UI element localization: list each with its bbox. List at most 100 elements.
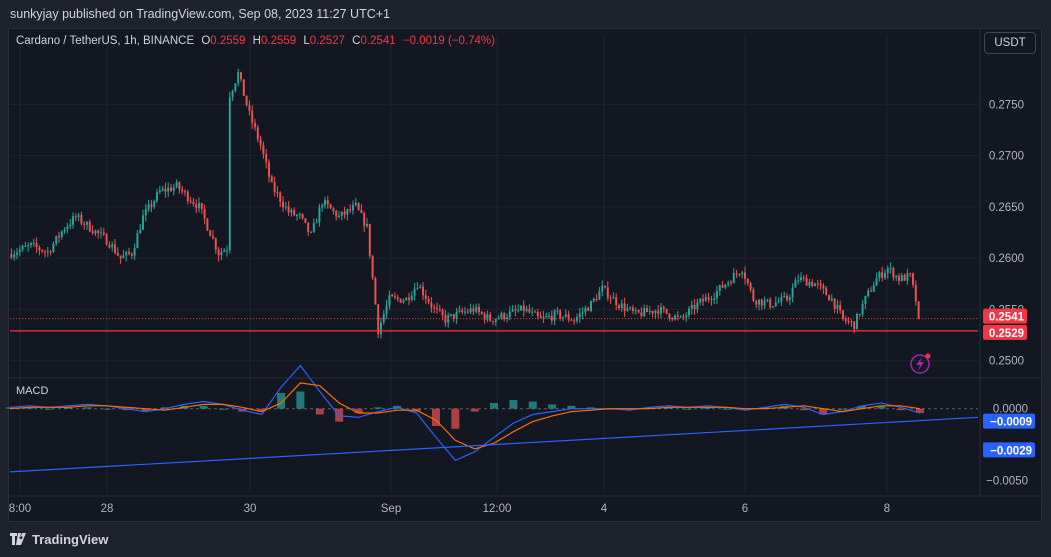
chart-area[interactable] — [8, 28, 1042, 522]
candle-body — [814, 283, 816, 287]
candle-body — [632, 307, 634, 311]
candle-body — [360, 209, 363, 213]
candle-body — [399, 298, 402, 303]
candle-body — [58, 235, 60, 238]
candle-body — [732, 273, 735, 284]
candle-body — [349, 209, 352, 211]
bolt-icon[interactable] — [910, 353, 931, 374]
candle-body — [458, 310, 461, 312]
candle-body — [618, 305, 620, 309]
low-value: 0.2527 — [309, 35, 345, 47]
candle-body — [83, 223, 86, 225]
candle-body — [287, 206, 290, 213]
macd-axis-label: −0.0050 — [986, 476, 1028, 488]
candle-body — [147, 204, 150, 210]
currency-button[interactable]: USDT — [984, 32, 1036, 54]
candle-body — [592, 298, 595, 302]
candle-body — [262, 145, 265, 155]
candle-body — [662, 307, 665, 309]
candle-body — [391, 294, 394, 297]
candle-body — [114, 244, 116, 253]
macd-histogram-bar — [257, 408, 266, 412]
candle-body — [413, 288, 416, 296]
macd-histogram-bar — [528, 401, 537, 409]
macd-histogram-bar — [799, 408, 808, 411]
candle-body — [486, 314, 489, 320]
price-axis-label: 0.2650 — [989, 202, 1024, 214]
footer-brand: TradingView — [32, 532, 109, 547]
candle-body — [382, 314, 385, 323]
candle-body — [475, 307, 478, 312]
candle-body — [559, 310, 562, 319]
candle-body — [758, 299, 760, 305]
macd-histogram-bar — [470, 408, 479, 412]
candle-body — [584, 308, 587, 313]
candle-body — [200, 203, 203, 210]
open-value: 0.2559 — [210, 35, 246, 47]
candle-body — [363, 212, 366, 227]
candle-body — [763, 300, 766, 306]
candle-body — [522, 305, 525, 312]
candle-body — [231, 90, 234, 98]
candle-body — [704, 297, 707, 302]
macd-histogram-bar — [761, 407, 770, 409]
open-label: O — [201, 35, 211, 47]
candle-body — [158, 190, 161, 193]
candle-body — [816, 283, 819, 285]
candle-body — [805, 277, 808, 286]
candle-body — [44, 251, 46, 253]
candle-body — [794, 280, 797, 288]
candle-body — [464, 311, 466, 313]
candle-body — [175, 182, 178, 188]
candle-body — [35, 242, 38, 248]
high-value: 0.2559 — [260, 35, 297, 47]
candle-body — [746, 278, 749, 284]
candle-body — [307, 222, 310, 232]
candle-body — [251, 110, 254, 123]
candle-body — [450, 314, 452, 316]
candle-body — [786, 295, 788, 301]
price-axis-label: 0.2600 — [989, 253, 1024, 265]
macd-histogram-bar — [218, 408, 227, 410]
macd-histogram-bar — [857, 405, 866, 409]
candle-body — [822, 285, 825, 289]
candle-body — [343, 211, 346, 215]
candle-body — [791, 287, 794, 298]
candle-body — [480, 311, 483, 314]
price-axis-label: 0.2750 — [989, 99, 1024, 111]
price-tag-label: 0.2541 — [989, 312, 1025, 324]
macd-histogram-bar — [877, 405, 886, 409]
candle-body — [777, 301, 780, 303]
candle-body — [842, 310, 844, 319]
candle-body — [41, 250, 44, 252]
candle-body — [760, 299, 763, 306]
candle-body — [119, 255, 122, 259]
candle-body — [606, 287, 609, 299]
tradingview-logo[interactable]: TradingView — [10, 532, 108, 547]
candle-body — [685, 315, 688, 317]
candle-body — [116, 252, 119, 256]
candle-body — [539, 315, 542, 318]
candle-body — [161, 188, 164, 191]
candle-body — [808, 281, 811, 286]
macd-histogram-bar — [25, 407, 34, 409]
candle-body — [156, 192, 158, 201]
candle-body — [517, 310, 520, 312]
candle-body — [63, 229, 66, 232]
candle-body — [136, 233, 139, 249]
macd-histogram-bar — [64, 407, 73, 409]
candle-body — [105, 234, 108, 246]
macd-line — [9, 364, 921, 462]
candle-body — [329, 204, 332, 209]
candle-body — [494, 319, 497, 322]
price-tag-label: 0.2529 — [989, 328, 1024, 340]
candle-body — [626, 308, 629, 311]
candle-body — [234, 83, 237, 91]
candle-body — [324, 200, 326, 206]
candle-body — [419, 286, 422, 289]
candle-body — [102, 232, 105, 235]
candle-body — [690, 305, 693, 309]
candle-body — [46, 251, 49, 253]
close-label: C — [352, 35, 361, 47]
